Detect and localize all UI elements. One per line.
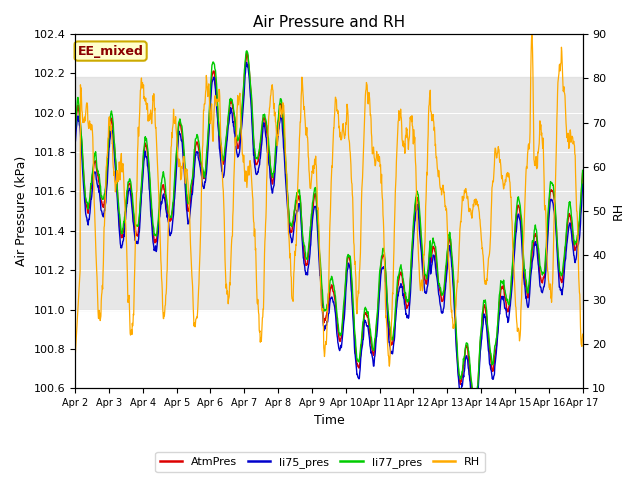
Y-axis label: RH: RH <box>612 202 625 220</box>
Title: Air Pressure and RH: Air Pressure and RH <box>253 15 405 30</box>
X-axis label: Time: Time <box>314 414 344 427</box>
Legend: AtmPres, li75_pres, li77_pres, RH: AtmPres, li75_pres, li77_pres, RH <box>156 452 484 472</box>
Y-axis label: Air Pressure (kPa): Air Pressure (kPa) <box>15 156 28 266</box>
Text: EE_mixed: EE_mixed <box>77 45 143 58</box>
Bar <box>75 77 582 310</box>
